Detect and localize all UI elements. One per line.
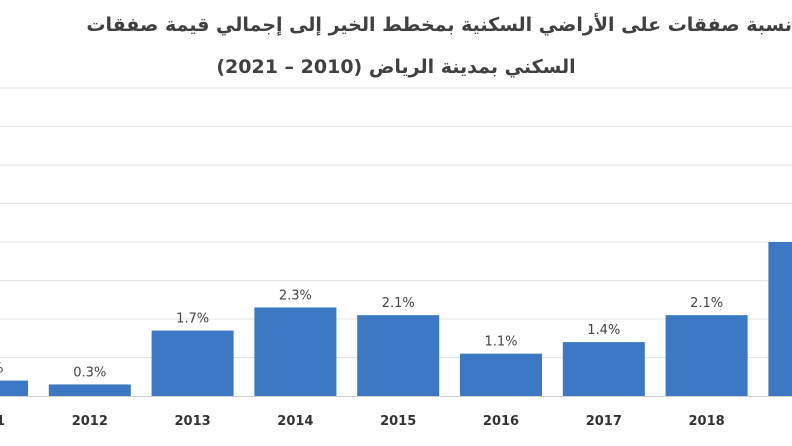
bar-2011 [0,380,28,396]
data-label-2018: 2.1% [690,296,723,311]
data-label-2016: 1.1% [484,335,517,350]
bars [0,242,792,396]
x-tick-labels: 201120122013201420152016201720182019 [0,414,792,429]
data-label-2014: 2.3% [279,288,312,303]
bar-2017 [562,342,645,396]
data-label-2017: 1.4% [587,323,620,338]
bar-2014 [254,307,337,396]
x-tick-2014: 2014 [277,414,313,429]
data-label-2011: 0.4% [0,362,4,377]
bar-2019 [768,242,792,396]
bar-2016 [460,353,542,396]
x-tick-2012: 2012 [72,414,108,429]
data-label-2015: 2.1% [382,296,415,311]
x-tick-2011: 2011 [0,414,5,429]
bar-2018 [665,315,748,396]
x-tick-2017: 2017 [586,414,622,429]
chart-subtitle: السكني بمدينة الرياض (2010 – 2021) [216,56,576,78]
data-label-2013: 1.7% [176,312,209,327]
data-labels: 0.4%0.3%1.7%2.3%2.1%1.1%1.4%2.1%4.0% [0,288,723,380]
bar-2015 [357,315,440,396]
x-tick-2015: 2015 [380,414,416,429]
bar-2013 [151,330,234,396]
bar-2012 [48,384,131,396]
x-tick-2016: 2016 [483,414,519,429]
chart-title: نسبة صفقات على الأراضي السكنية بمخطط الخ… [86,14,792,36]
x-tick-2013: 2013 [175,414,211,429]
x-tick-2018: 2018 [689,414,725,429]
data-label-2012: 0.3% [73,365,106,380]
